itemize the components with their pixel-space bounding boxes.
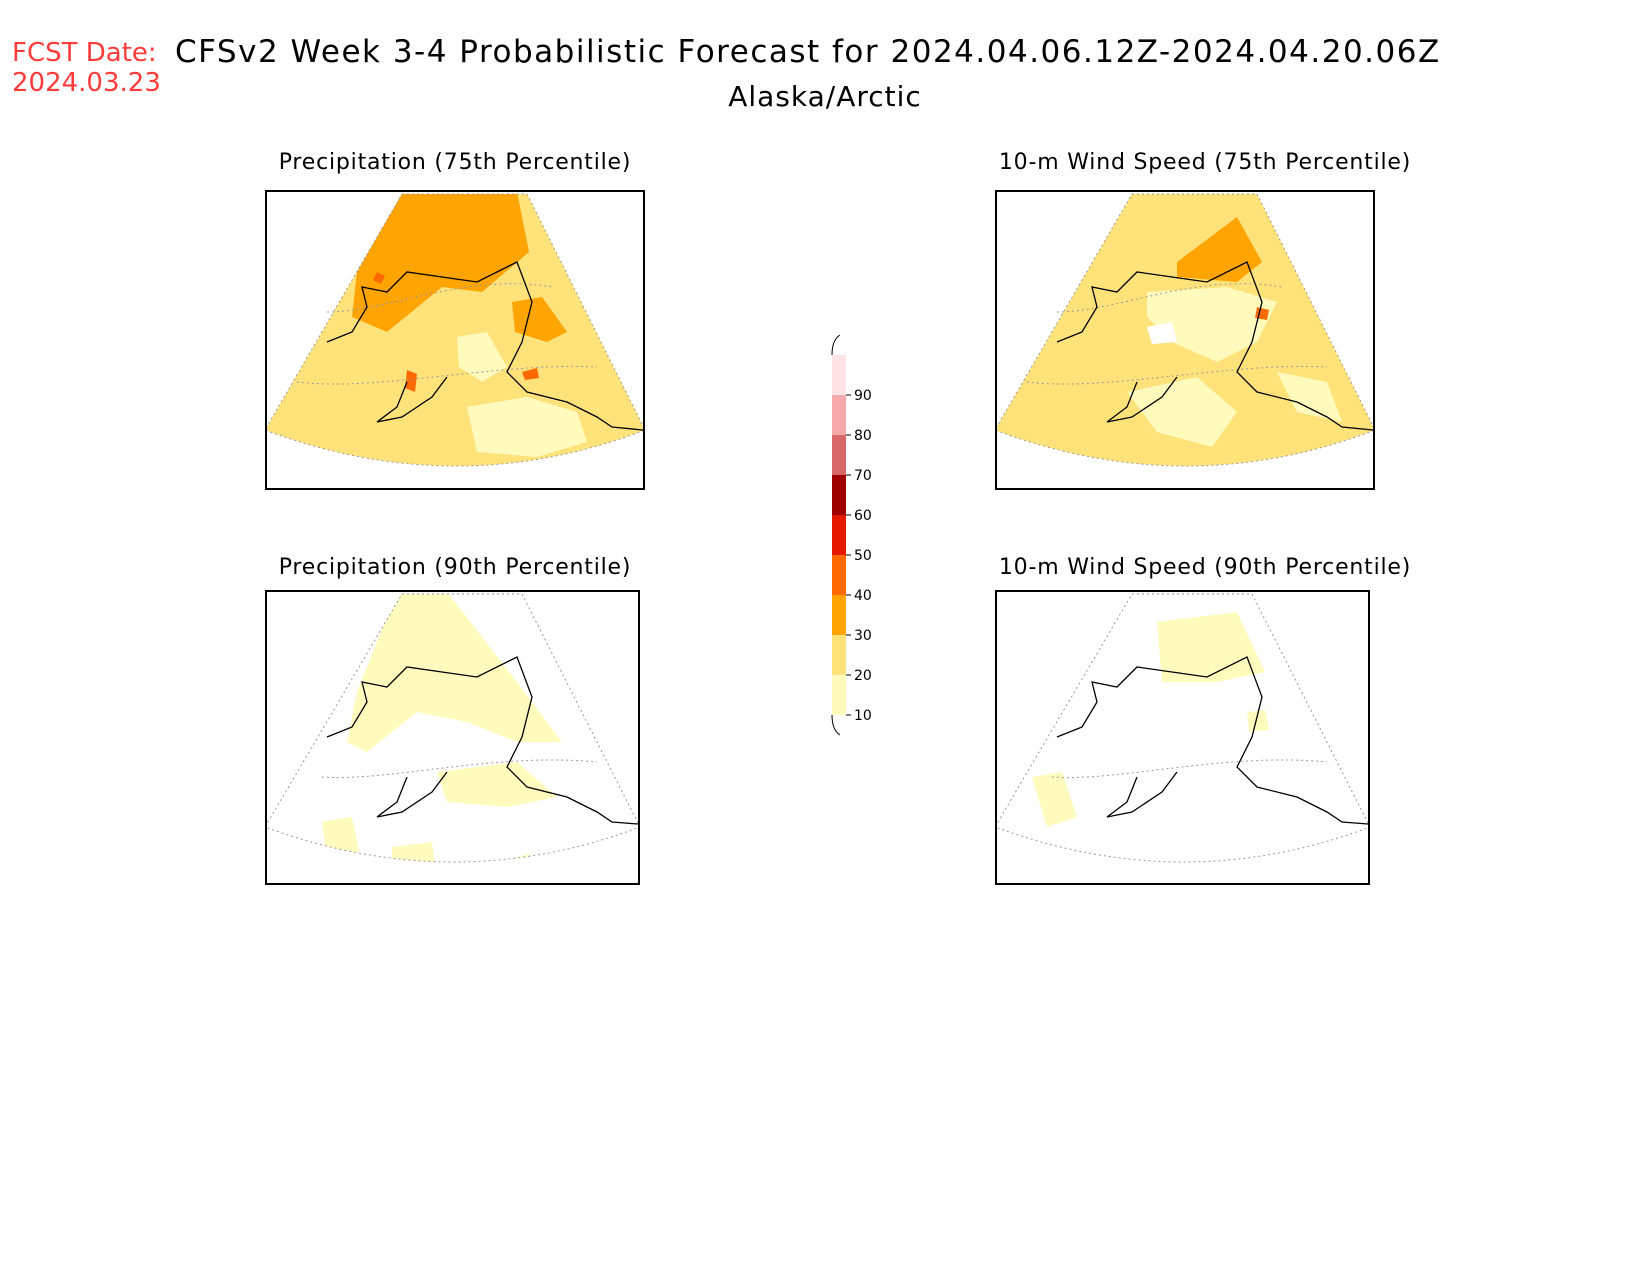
forecast-date-value: 2024.03.23 (12, 68, 161, 98)
colorbar-tick-label: 90 (854, 388, 872, 404)
map-wind-75 (995, 190, 1375, 490)
panel-title-wind-75: 10-m Wind Speed (75th Percentile) (998, 150, 1412, 175)
coastline (326, 261, 643, 431)
colorbar-segment (832, 635, 846, 675)
graticule-line (1056, 283, 1283, 313)
coastline (1106, 376, 1178, 423)
colorbar-tick-label: 80 (854, 428, 872, 444)
fill-40-50 (373, 272, 385, 284)
fill-10-20 (1032, 772, 1077, 827)
map-wind-90-svg (997, 593, 1368, 863)
fill-40-50 (405, 370, 417, 392)
fill-10-20 (1247, 710, 1269, 732)
map-wind-75-svg (997, 193, 1373, 467)
colorbar-tick-label: 30 (854, 628, 872, 644)
colorbar-tick-label: 70 (854, 468, 872, 484)
fill-30-40 (512, 297, 567, 342)
colorbar-segment (832, 555, 846, 595)
graticule-line (326, 283, 553, 313)
coastline (376, 771, 448, 818)
map-precip-75 (265, 190, 645, 490)
map-precip-90-svg (267, 593, 638, 863)
colorbar-tick-label: 40 (854, 588, 872, 604)
colorbar-cap-bottom (831, 714, 841, 736)
colorbar-svg: 10 20 30 40 50 60 70 80 90 (831, 334, 872, 736)
colorbar: 10 20 30 40 50 60 70 80 90 (820, 334, 880, 749)
colorbar-tick-label: 50 (854, 548, 872, 564)
graticule-line (296, 365, 598, 385)
colorbar-tick-label: 10 (854, 708, 872, 724)
coastline (1106, 771, 1178, 818)
coastline (376, 376, 448, 423)
fill-10-20 (457, 332, 507, 382)
fill-10-20 (1127, 377, 1237, 447)
fill-10-20 (467, 397, 587, 457)
fill-10-20 (322, 817, 359, 857)
colorbar-tick-label: 60 (854, 508, 872, 524)
graticule-edge (997, 593, 1368, 863)
fill-10-20 (437, 762, 557, 807)
colorbar-segment (832, 435, 846, 475)
colorbar-segment (832, 475, 846, 515)
colorbar-segment (832, 675, 846, 715)
colorbar-cap-top (831, 334, 841, 356)
fill-10-20 (392, 842, 437, 862)
panel-title-wind-90: 10-m Wind Speed (90th Percentile) (998, 555, 1412, 580)
colorbar-segment (832, 395, 846, 435)
map-precip-90 (265, 590, 640, 885)
coastline (326, 656, 638, 825)
region-subtitle: Alaska/Arctic (728, 80, 922, 113)
colorbar-segment (832, 595, 846, 635)
graticule-line (1026, 365, 1328, 385)
fill-10-20 (347, 594, 562, 752)
fill-10-20 (1147, 287, 1277, 362)
map-precip-75-svg (267, 193, 643, 467)
colorbar-segment (832, 355, 846, 395)
forecast-date-label: FCST Date: (12, 38, 157, 68)
forecast-date: FCST Date: 2024.03.23 (12, 38, 161, 98)
colorbar-tick-label: 20 (854, 668, 872, 684)
fill-30-40 (352, 194, 529, 332)
panel-title-precip-90: Precipitation (90th Percentile) (278, 555, 632, 580)
fill-10-20 (1277, 372, 1342, 422)
graticule-line (1051, 759, 1328, 779)
page-title: CFSv2 Week 3-4 Probabilistic Forecast fo… (175, 34, 1441, 70)
fill-40-50 (522, 368, 539, 380)
graticule-edge (267, 593, 638, 863)
fill-10-20 (1157, 612, 1265, 682)
coastline (1056, 261, 1373, 431)
colorbar-segment (832, 515, 846, 555)
panel-title-precip-75: Precipitation (75th Percentile) (278, 150, 632, 175)
map-wind-90 (995, 590, 1370, 885)
fill-none (1147, 322, 1177, 344)
coastline (1056, 656, 1368, 825)
